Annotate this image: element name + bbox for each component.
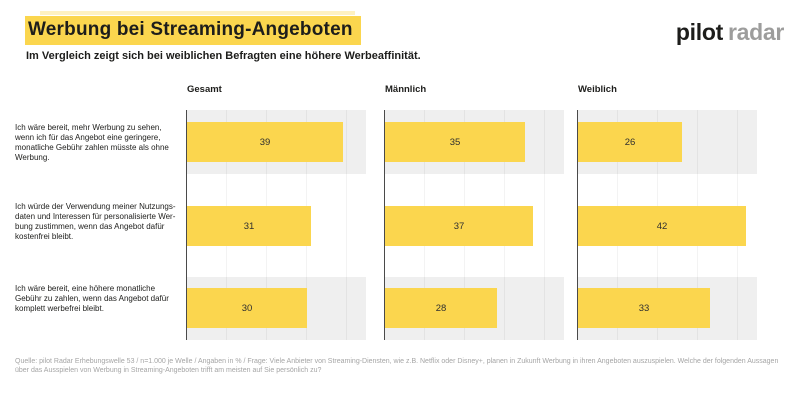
- axis-line: [384, 110, 385, 340]
- chart-panel-maennlich: 35 37 28: [384, 110, 564, 340]
- title-highlight-strip: [40, 11, 355, 15]
- page-subtitle: Im Vergleich zeigt sich bei weiblichen B…: [26, 50, 421, 62]
- logo-radar: radar: [727, 19, 784, 45]
- source-note: Quelle: pilot Radar Erhebungswelle 53 / …: [15, 358, 779, 374]
- bar-maennlich-statement-2: 37: [385, 206, 533, 246]
- bar-maennlich-statement-1: 35: [385, 122, 525, 162]
- axis-line: [577, 110, 578, 340]
- bar-gesamt-statement-3: 30: [187, 288, 307, 328]
- bar-weiblich-statement-2: 42: [578, 206, 746, 246]
- gridline: [346, 110, 347, 340]
- column-header-maennlich: Männlich: [385, 84, 427, 95]
- row-label-1: Ich wäre bereit, mehr Werbung zu sehen, …: [15, 123, 169, 162]
- chart-panel-weiblich: 26 42 33: [577, 110, 757, 340]
- bar-gesamt-statement-1: 39: [187, 122, 343, 162]
- row-label-2: Ich würde der Verwendung meiner Nutzungs…: [15, 202, 176, 241]
- page-title: Werbung bei Streaming-Angeboten: [25, 16, 361, 45]
- axis-line: [186, 110, 187, 340]
- column-header-gesamt: Gesamt: [187, 84, 222, 95]
- bar-weiblich-statement-3: 33: [578, 288, 710, 328]
- chart-panel-gesamt: 39 31 30: [186, 110, 366, 340]
- row-label-3: Ich wäre bereit, eine höhere monatliche …: [15, 284, 169, 313]
- bar-maennlich-statement-3: 28: [385, 288, 497, 328]
- logo-pilot: pilot: [675, 19, 723, 45]
- pilot-radar-logo: pilot radar: [676, 19, 784, 46]
- bar-gesamt-statement-2: 31: [187, 206, 311, 246]
- gridline: [544, 110, 545, 340]
- bar-weiblich-statement-1: 26: [578, 122, 682, 162]
- column-header-weiblich: Weiblich: [578, 84, 617, 95]
